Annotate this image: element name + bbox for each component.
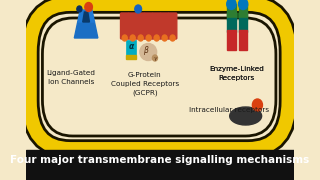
Circle shape — [77, 6, 82, 12]
Circle shape — [227, 0, 236, 10]
Circle shape — [252, 99, 262, 111]
Text: α: α — [129, 42, 134, 51]
Bar — [227, 30, 236, 50]
FancyBboxPatch shape — [43, 18, 276, 136]
Ellipse shape — [230, 107, 262, 125]
Bar — [26, 150, 294, 180]
Bar — [126, 55, 137, 59]
Circle shape — [162, 35, 167, 41]
Circle shape — [85, 3, 92, 12]
Text: Intracellular receptors: Intracellular receptors — [189, 107, 269, 113]
Bar — [239, 4, 247, 20]
FancyBboxPatch shape — [160, 13, 169, 39]
FancyBboxPatch shape — [137, 13, 145, 39]
Circle shape — [238, 0, 248, 10]
Bar — [227, 13, 247, 17]
Circle shape — [154, 35, 159, 41]
Text: Enzyme-Linked
Receptors: Enzyme-Linked Receptors — [209, 66, 264, 80]
Text: Enzyme-Linked
Receptors: Enzyme-Linked Receptors — [209, 66, 264, 80]
Polygon shape — [78, 10, 94, 22]
Polygon shape — [74, 22, 98, 38]
Text: γ: γ — [153, 55, 156, 60]
Circle shape — [146, 35, 151, 41]
Text: G-Protein
Coupled Receptors
(GCPR): G-Protein Coupled Receptors (GCPR) — [111, 72, 179, 96]
FancyBboxPatch shape — [144, 13, 153, 39]
FancyBboxPatch shape — [129, 13, 137, 39]
Text: Four major transmembrane signalling mechanisms: Four major transmembrane signalling mech… — [10, 155, 310, 165]
Text: β: β — [143, 46, 148, 55]
Circle shape — [122, 35, 127, 41]
Bar — [126, 40, 137, 56]
Bar — [239, 18, 247, 32]
Polygon shape — [83, 12, 90, 22]
Bar — [239, 30, 247, 50]
Circle shape — [152, 55, 157, 61]
Bar — [227, 18, 236, 32]
Circle shape — [135, 5, 141, 13]
Circle shape — [170, 35, 175, 41]
Circle shape — [138, 35, 143, 41]
FancyBboxPatch shape — [168, 13, 177, 39]
FancyBboxPatch shape — [121, 13, 129, 39]
FancyBboxPatch shape — [152, 13, 161, 39]
Text: Ligand-Gated
Ion Channels: Ligand-Gated Ion Channels — [46, 70, 95, 84]
Ellipse shape — [140, 44, 157, 60]
Circle shape — [130, 35, 135, 41]
Bar — [227, 4, 236, 20]
